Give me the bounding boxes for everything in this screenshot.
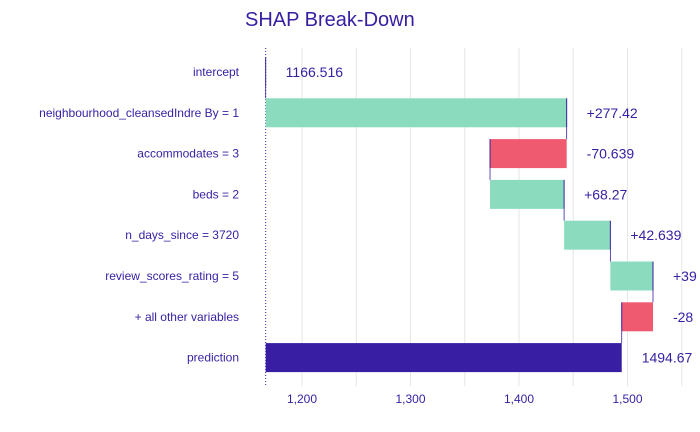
value-label: +68.27 [584, 186, 627, 202]
x-tick-label: 1,500 [612, 392, 642, 406]
prediction-bar [265, 343, 622, 373]
x-tick-label: 1,400 [504, 392, 534, 406]
positive-bar [610, 261, 653, 291]
value-label: +277.42 [587, 105, 638, 121]
positive-bar [490, 179, 565, 209]
value-label: +39 [673, 268, 697, 284]
x-tick-label: 1,200 [287, 392, 317, 406]
category-label: prediction [187, 351, 239, 365]
category-label: neighbourhood_cleansedIndre By = 1 [39, 106, 239, 120]
positive-bar [265, 98, 567, 128]
value-label: 1494.67 [642, 350, 693, 366]
category-label: review_scores_rating = 5 [105, 269, 239, 283]
value-label: 1166.516 [286, 64, 344, 80]
bars-layer [265, 57, 654, 373]
category-label: accommodates = 3 [137, 147, 239, 161]
labels-layer: intercept 1166.516 neighbourhood_cleansedI… [39, 64, 697, 366]
category-label: intercept [193, 65, 240, 79]
value-label: -28 [673, 309, 693, 325]
value-label: -70.639 [587, 146, 635, 162]
chart-title: SHAP Break-Down [245, 9, 415, 31]
category-label: + all other variables [135, 310, 239, 324]
x-axis: 1,200 1,300 1,400 1,500 [287, 392, 643, 406]
negative-bar [621, 302, 653, 332]
positive-bar [564, 220, 611, 250]
negative-bar [490, 139, 567, 169]
category-label: n_days_since = 3720 [125, 228, 239, 242]
x-tick-label: 1,300 [395, 392, 425, 406]
value-label: +42.639 [630, 227, 681, 243]
category-label: beds = 2 [193, 187, 240, 201]
